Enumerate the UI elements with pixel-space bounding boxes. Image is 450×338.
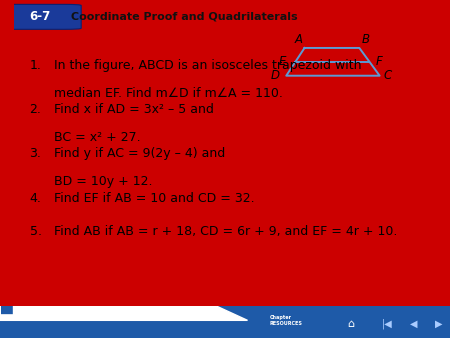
Text: BD = 10y + 12.: BD = 10y + 12. — [54, 175, 152, 188]
Text: In the figure, ABCD is an isosceles trapezoid with: In the figure, ABCD is an isosceles trap… — [54, 59, 361, 72]
Text: Find x if AD = 3x² – 5 and: Find x if AD = 3x² – 5 and — [54, 103, 214, 116]
Text: Find EF if AB = 10 and CD = 32.: Find EF if AB = 10 and CD = 32. — [54, 192, 254, 204]
Text: C: C — [384, 69, 392, 82]
Text: 5.: 5. — [30, 225, 41, 238]
Text: |◀: |◀ — [382, 318, 392, 329]
Text: median EF. Find m∠D if m∠A = 110.: median EF. Find m∠D if m∠A = 110. — [54, 87, 283, 100]
Text: F: F — [375, 55, 382, 68]
Text: 4.: 4. — [30, 192, 41, 204]
Text: ⌂: ⌂ — [347, 318, 355, 329]
Text: 1.: 1. — [30, 59, 41, 72]
Text: A: A — [294, 33, 302, 46]
Text: Find y if AC = 9(2y – 4) and: Find y if AC = 9(2y – 4) and — [54, 147, 225, 161]
Text: ▶: ▶ — [435, 318, 442, 329]
Text: Find AB if AB = r + 18, CD = 6r + 9, and EF = 4r + 10.: Find AB if AB = r + 18, CD = 6r + 9, and… — [54, 225, 397, 238]
Text: 6-7: 6-7 — [29, 10, 50, 23]
Polygon shape — [0, 306, 248, 320]
Text: E: E — [279, 55, 286, 68]
Text: Chapter
RESOURCES: Chapter RESOURCES — [270, 315, 303, 326]
Text: ◀: ◀ — [410, 318, 418, 329]
Text: BC = x² + 27.: BC = x² + 27. — [54, 131, 140, 144]
Text: 3.: 3. — [30, 147, 41, 161]
FancyBboxPatch shape — [0, 4, 81, 29]
Text: Coordinate Proof and Quadrilaterals: Coordinate Proof and Quadrilaterals — [71, 11, 297, 22]
Text: B: B — [362, 33, 370, 46]
Text: D: D — [271, 69, 280, 82]
Text: 2.: 2. — [30, 103, 41, 116]
